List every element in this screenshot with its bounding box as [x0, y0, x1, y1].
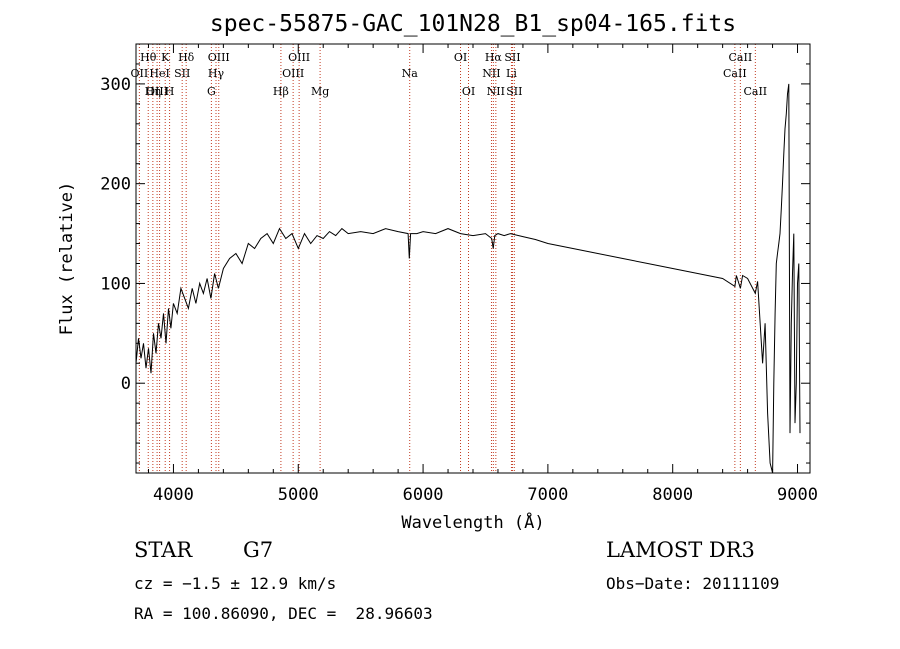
line-label-26: CaII [723, 67, 747, 80]
line-label-23: Li [506, 67, 517, 80]
line-label-7: Hδ [178, 51, 195, 64]
x-axis-ticks: 4000 5000 6000 7000 8000 9000 [147, 44, 818, 505]
y-tick-label-0: 0 [121, 374, 131, 394]
coordinates: RA = 100.86090, DEC = 28.96603 [134, 604, 433, 623]
x-tick-label-5: 9000 [777, 485, 818, 505]
line-label-15: Mg [311, 85, 329, 98]
line-label-22: SII [504, 51, 520, 64]
x-tick-label-2: 6000 [403, 485, 444, 505]
chart-title: spec-55875-GAC_101N28_B1_sp04-165.fits [210, 11, 736, 37]
line-label-18: OI [462, 85, 475, 98]
x-tick-label-3: 7000 [527, 485, 568, 505]
line-label-2: OIII [146, 85, 168, 98]
line-label-20: NII [482, 67, 500, 80]
line-label-9: OIII [208, 51, 230, 64]
line-label-21: NII [487, 85, 505, 98]
x-tick-label-0: 4000 [153, 485, 194, 505]
line-label-16: Na [402, 67, 419, 80]
line-label-19: Hα [485, 51, 503, 64]
redshift-text: cz = −1.5 ± 12.9 km/s [134, 574, 337, 593]
line-label-27: CaII [743, 85, 767, 98]
line-label-8: SII [174, 67, 190, 80]
line-label-14: Hβ [273, 85, 289, 98]
line-label-11: G [207, 85, 216, 98]
survey-name: LAMOST DR3 [606, 538, 755, 562]
line-label-6: H [165, 85, 175, 98]
line-label-25: CaII [729, 51, 753, 64]
line-label-10: Hγ [208, 67, 225, 80]
y-tick-label-2: 200 [100, 175, 131, 195]
spectral-line-markers [138, 44, 756, 473]
y-tick-label-3: 300 [100, 75, 131, 95]
x-tick-label-4: 8000 [652, 485, 693, 505]
object-class: STAR [134, 538, 193, 562]
object-subclass: G7 [243, 538, 274, 562]
spectrum-line [135, 83, 801, 474]
line-label-13: OIII [282, 67, 304, 80]
y-axis-ticks: 0 100 200 300 [100, 43, 810, 464]
plot-frame [135, 43, 811, 474]
line-label-1: OII [131, 67, 149, 80]
spectral-line-labels: Hθ OII OIII K HeI Hη H Hδ SII OIII Hγ G OIII OIII Hβ Mg… [131, 51, 768, 98]
line-label-12: OIII [288, 51, 310, 64]
x-axis-label: Wavelength (Å) [401, 511, 544, 533]
x-tick-label-1: 5000 [278, 485, 319, 505]
line-label-0: Hθ [140, 51, 157, 64]
line-label-4: HeI [149, 67, 169, 80]
line-label-17: OI [454, 51, 467, 64]
y-axis-label: Flux (relative) [57, 182, 77, 336]
line-label-24: SII [506, 85, 522, 98]
line-label-3: K [161, 51, 170, 64]
obs-date: Obs−Date: 20111109 [606, 574, 780, 593]
y-tick-label-1: 100 [100, 274, 131, 294]
line-label-5: Hη [145, 85, 161, 98]
